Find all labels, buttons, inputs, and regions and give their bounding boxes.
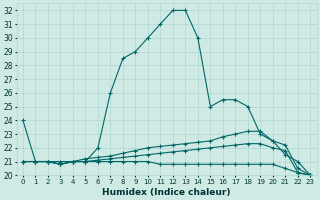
X-axis label: Humidex (Indice chaleur): Humidex (Indice chaleur): [102, 188, 231, 197]
